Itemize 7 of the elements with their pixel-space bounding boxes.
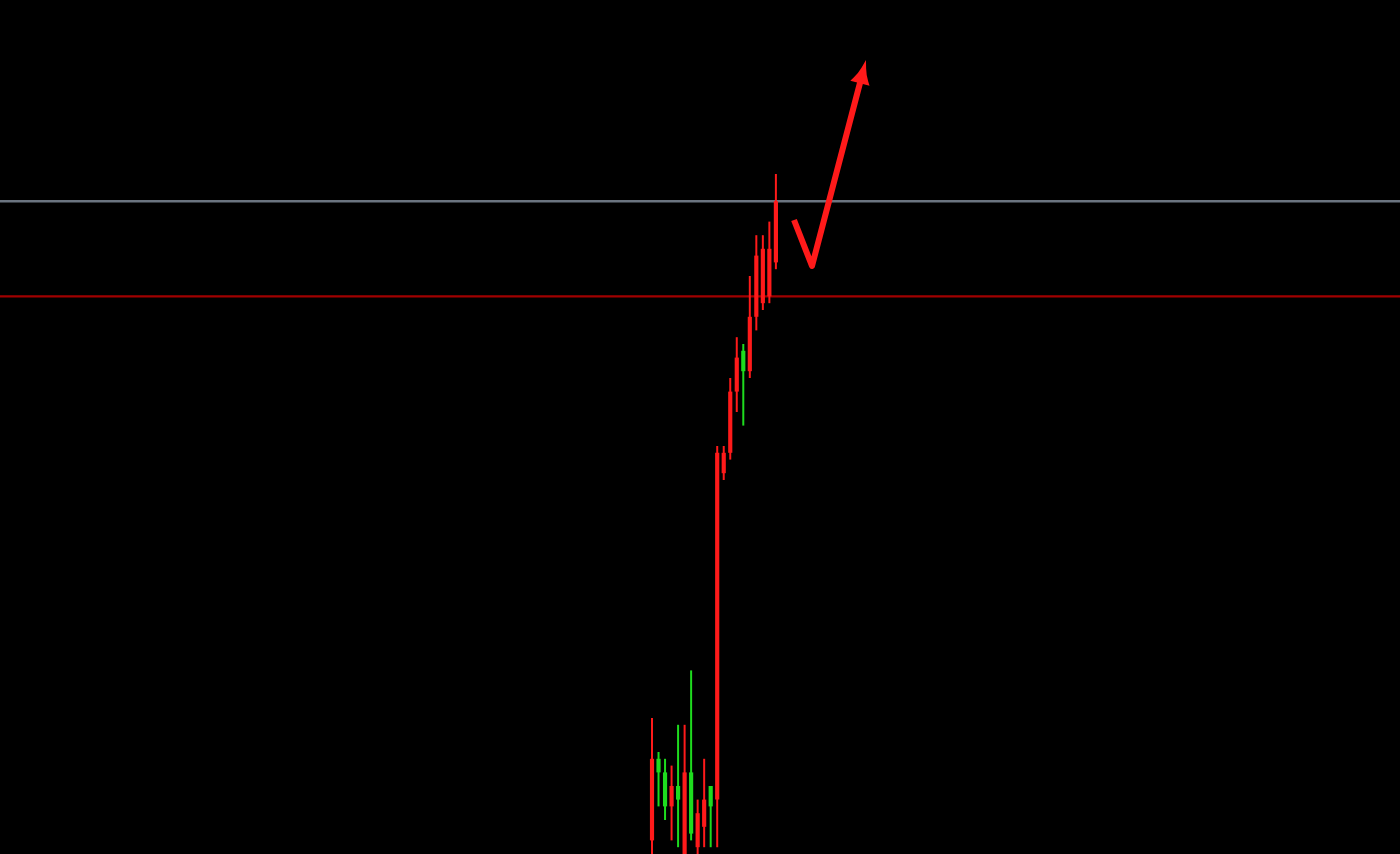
candlestick bbox=[741, 342, 746, 427]
candlestick bbox=[676, 723, 681, 849]
candlestick bbox=[669, 764, 674, 842]
candlestick bbox=[734, 336, 739, 413]
candlestick bbox=[702, 757, 707, 849]
candlestick bbox=[662, 757, 668, 821]
candlestick bbox=[708, 785, 713, 849]
